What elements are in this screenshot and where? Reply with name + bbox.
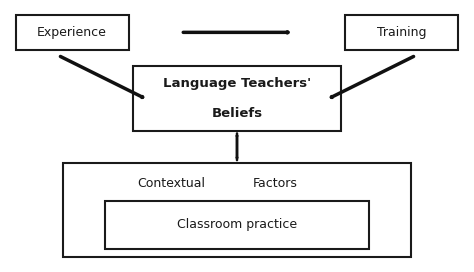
FancyBboxPatch shape xyxy=(16,15,128,50)
FancyBboxPatch shape xyxy=(346,15,458,50)
Text: Training: Training xyxy=(377,26,427,39)
Text: Experience: Experience xyxy=(37,26,107,39)
FancyBboxPatch shape xyxy=(105,201,369,249)
Text: Classroom practice: Classroom practice xyxy=(177,218,297,231)
Text: Factors: Factors xyxy=(252,177,297,190)
FancyBboxPatch shape xyxy=(133,66,341,131)
Text: Language Teachers'

Beliefs: Language Teachers' Beliefs xyxy=(163,77,311,120)
FancyBboxPatch shape xyxy=(63,163,411,257)
Text: Contextual: Contextual xyxy=(137,177,205,190)
